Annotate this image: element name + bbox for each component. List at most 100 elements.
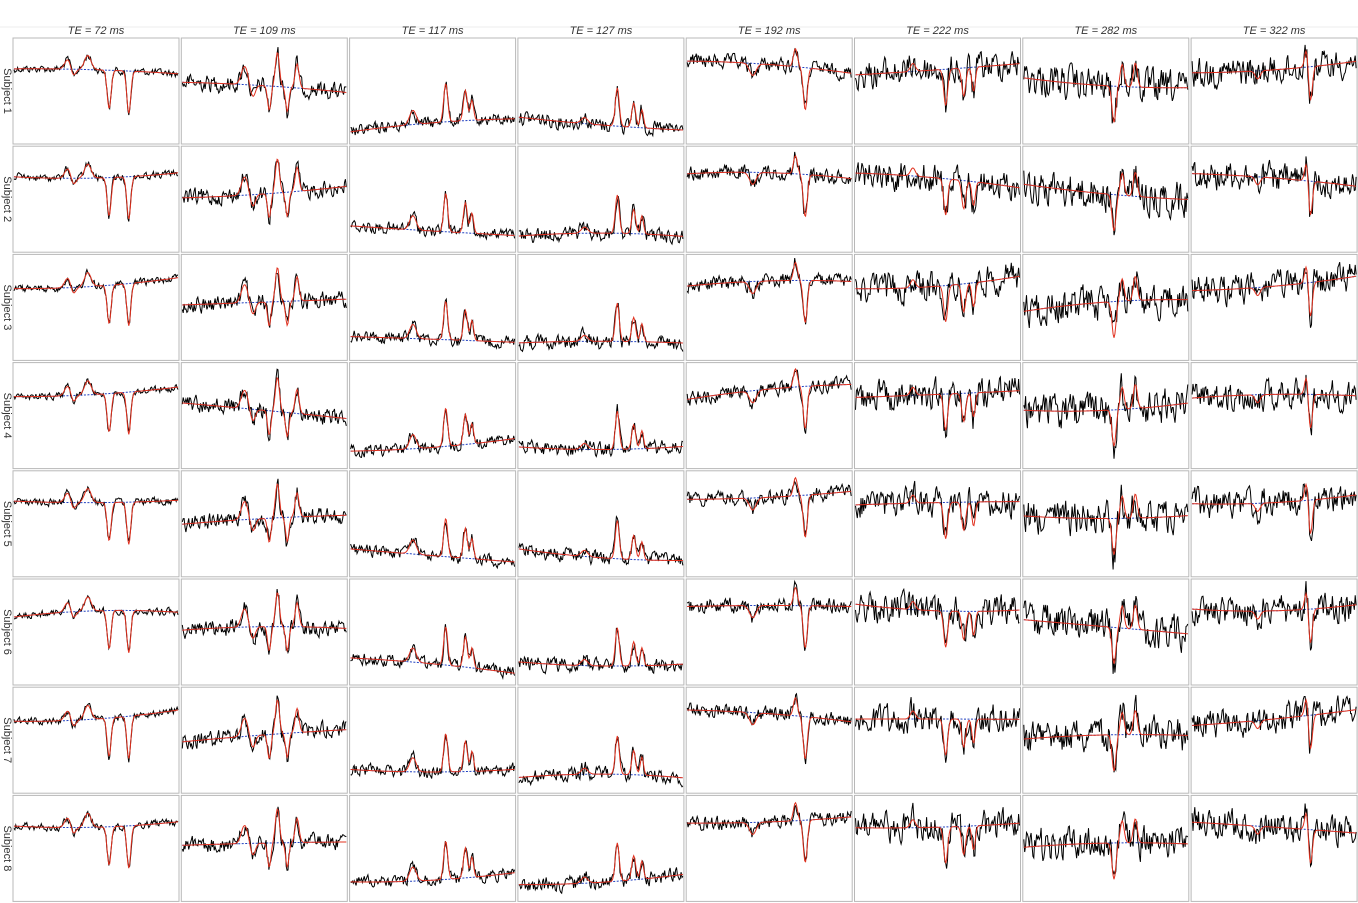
panel-group	[685, 794, 853, 902]
panel	[854, 794, 1021, 902]
column-header: TE = 72 ms	[68, 25, 125, 37]
panel-group	[854, 362, 1021, 470]
fit-curve	[518, 842, 683, 886]
spectrum-curve	[13, 268, 179, 324]
fit-curve	[1192, 49, 1357, 101]
spectrum-curve	[855, 50, 1020, 113]
panel	[180, 470, 348, 578]
panel-group	[180, 362, 348, 470]
panel	[1022, 37, 1190, 145]
panel-group	[685, 253, 853, 361]
spectrum-curve	[1191, 374, 1357, 436]
panel	[1022, 145, 1190, 253]
spectrum-curve	[350, 522, 516, 570]
panel-group	[517, 37, 685, 145]
panel	[349, 362, 517, 470]
column-header: TE = 282 ms	[1074, 25, 1137, 37]
fit-curve	[1023, 604, 1188, 664]
spectrum-curve	[350, 841, 516, 888]
spectrum-curve	[855, 262, 1020, 321]
spectrum-curve	[13, 485, 179, 541]
panel-group	[12, 470, 180, 578]
panel	[517, 37, 685, 145]
row-label: Subject 3	[1, 284, 13, 330]
panel-group	[517, 470, 685, 578]
panel-group	[517, 794, 685, 902]
spectrum-curve	[1191, 803, 1357, 868]
panel-group	[685, 578, 853, 686]
spectrum-curve	[350, 734, 516, 779]
panel-group	[12, 37, 180, 145]
panel-group	[1190, 362, 1358, 470]
row-label: Subject 4	[1, 393, 13, 439]
fit-curve	[182, 376, 347, 439]
spectrum-curve	[518, 302, 684, 353]
panel	[854, 578, 1021, 686]
panel-group	[854, 686, 1021, 794]
fit-curve	[855, 819, 1020, 864]
panel	[12, 37, 180, 145]
spectrum-curve	[686, 258, 852, 325]
panel-group	[1190, 470, 1358, 578]
panel-group	[854, 470, 1021, 578]
row-label: Subject 7	[1, 717, 13, 763]
fit-curve	[1192, 265, 1357, 317]
panel	[685, 145, 853, 253]
spectrum-curve	[518, 736, 684, 788]
panel	[180, 145, 348, 253]
panel	[685, 253, 853, 361]
spectrum-curve	[686, 480, 852, 536]
panel	[1190, 470, 1358, 578]
fit-curve	[518, 410, 683, 450]
spectrum-curve	[518, 515, 684, 567]
fit-curve	[14, 704, 179, 759]
panel-group	[1022, 253, 1190, 361]
spectrum-curve	[686, 805, 852, 862]
fit-curve	[350, 407, 515, 452]
column-header: TE = 127 ms	[570, 25, 633, 37]
fit-curve	[687, 367, 852, 429]
spectrum-curve	[1023, 484, 1189, 570]
panel	[517, 362, 685, 470]
spectrum-curve	[13, 594, 179, 653]
panel-group	[685, 470, 853, 578]
fit-curve	[1023, 818, 1188, 880]
spectrum-curve	[181, 272, 347, 328]
fit-curve	[1192, 591, 1357, 643]
row-label: Subject 8	[1, 825, 13, 871]
fit-curve	[14, 272, 179, 326]
panel	[1022, 794, 1190, 902]
panel	[1190, 794, 1358, 902]
panel	[854, 37, 1021, 145]
spectrum-curve	[350, 409, 516, 459]
fit-curve	[350, 626, 515, 674]
panel-group	[349, 253, 517, 361]
panel-group	[854, 145, 1021, 253]
fit-curve	[13, 596, 179, 653]
panel-group	[854, 37, 1021, 145]
panel-group	[12, 794, 180, 902]
fit-curve	[855, 386, 1020, 431]
spectrum-curve	[181, 478, 347, 547]
fit-curve	[182, 699, 347, 760]
panel-group	[1190, 578, 1358, 686]
fit-curve	[1192, 376, 1357, 429]
panel	[1022, 470, 1190, 578]
fit-curve	[182, 808, 347, 869]
panel-group	[12, 253, 180, 361]
row-label: Subject 5	[1, 501, 13, 547]
fit-curve	[350, 840, 515, 883]
panel-group	[1022, 145, 1190, 253]
spectrum-curve	[855, 697, 1020, 763]
fit-curve	[518, 87, 683, 131]
panel	[1190, 37, 1358, 145]
panel	[12, 145, 180, 253]
fit-curve	[687, 586, 852, 649]
panel	[854, 362, 1021, 470]
spectrum-curve	[181, 589, 347, 655]
panel	[517, 578, 685, 686]
panel	[12, 470, 180, 578]
panel-group	[180, 253, 348, 361]
panel	[1190, 362, 1358, 470]
fit-curve	[182, 483, 347, 544]
